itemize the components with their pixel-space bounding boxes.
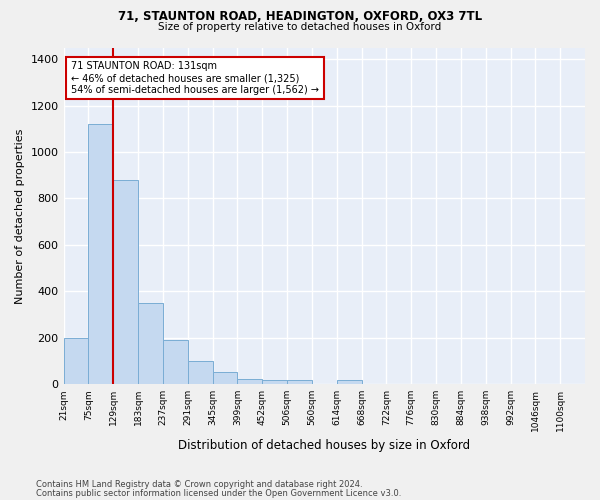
Text: Contains HM Land Registry data © Crown copyright and database right 2024.: Contains HM Land Registry data © Crown c… [36,480,362,489]
Bar [212,372,238,384]
Bar [262,380,287,384]
Bar [188,361,212,384]
Bar [287,380,312,384]
Text: Contains public sector information licensed under the Open Government Licence v3: Contains public sector information licen… [36,489,401,498]
Text: Size of property relative to detached houses in Oxford: Size of property relative to detached ho… [158,22,442,32]
Text: 71, STAUNTON ROAD, HEADINGTON, OXFORD, OX3 7TL: 71, STAUNTON ROAD, HEADINGTON, OXFORD, O… [118,10,482,23]
Text: 71 STAUNTON ROAD: 131sqm
← 46% of detached houses are smaller (1,325)
54% of sem: 71 STAUNTON ROAD: 131sqm ← 46% of detach… [71,62,319,94]
Bar [88,124,113,384]
X-axis label: Distribution of detached houses by size in Oxford: Distribution of detached houses by size … [178,440,470,452]
Bar [238,379,262,384]
Y-axis label: Number of detached properties: Number of detached properties [15,128,25,304]
Bar [337,380,362,384]
Bar [138,303,163,384]
Bar [113,180,138,384]
Bar [163,340,188,384]
Bar [64,338,88,384]
